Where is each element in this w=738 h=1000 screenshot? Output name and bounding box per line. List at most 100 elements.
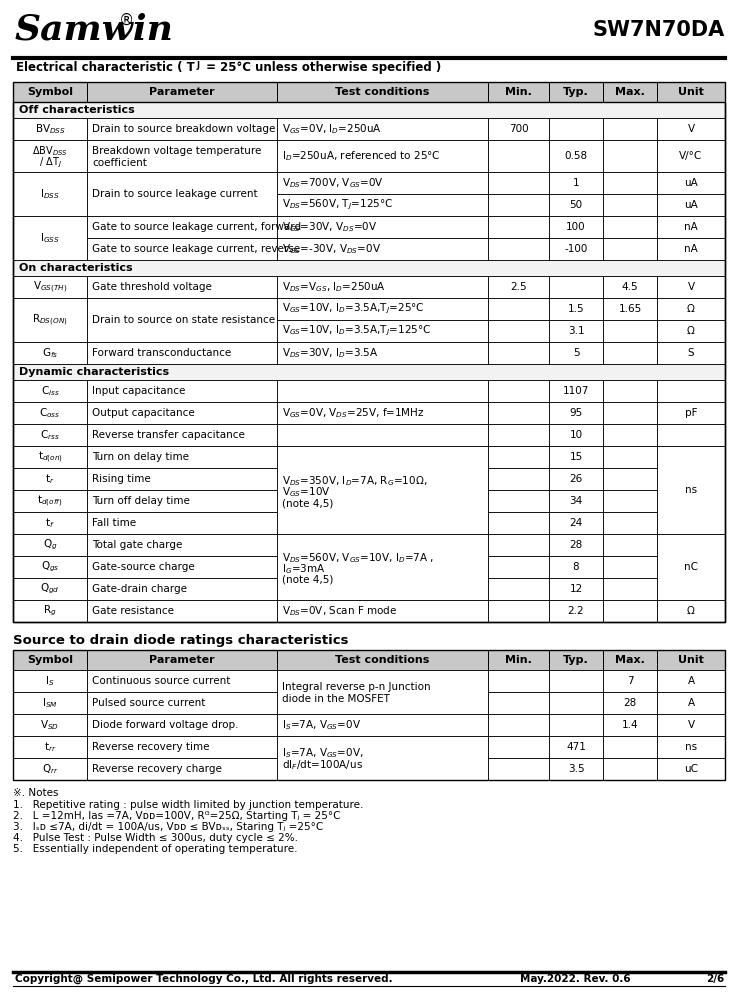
Text: Typ.: Typ.: [563, 655, 589, 665]
Text: t$_{d(off)}$: t$_{d(off)}$: [38, 493, 63, 509]
Text: 1.65: 1.65: [618, 304, 641, 314]
Bar: [13, 468, 87, 490]
Bar: [13, 758, 87, 780]
Text: 4.   Pulse Test : Pulse Width ≤ 300us, duty cycle ≤ 2%.: 4. Pulse Test : Pulse Width ≤ 300us, dut…: [13, 833, 298, 843]
Text: ns: ns: [685, 485, 697, 495]
Text: 12: 12: [570, 584, 582, 594]
Bar: [549, 670, 603, 692]
Text: Min.: Min.: [505, 87, 532, 97]
Bar: [488, 534, 549, 556]
Text: 3.5: 3.5: [568, 764, 584, 774]
Bar: [657, 380, 725, 402]
Bar: [488, 402, 549, 424]
Bar: [488, 692, 549, 714]
Bar: [603, 490, 657, 512]
Bar: [488, 194, 549, 216]
Bar: [277, 650, 488, 670]
Bar: [603, 650, 657, 670]
Bar: [657, 714, 725, 736]
Text: coefficient: coefficient: [92, 158, 147, 168]
Bar: [603, 172, 657, 194]
Text: Drain to source breakdown voltage: Drain to source breakdown voltage: [92, 124, 275, 134]
Text: 1.4: 1.4: [621, 720, 638, 730]
Text: Typ.: Typ.: [563, 87, 589, 97]
Text: V$_{DS}$=560V, V$_{GS}$=10V, I$_D$=7A ,: V$_{DS}$=560V, V$_{GS}$=10V, I$_D$=7A ,: [282, 551, 435, 565]
Bar: [13, 380, 87, 402]
Bar: [87, 140, 277, 172]
Text: Drain to source leakage current: Drain to source leakage current: [92, 189, 258, 199]
Text: SW7N70DA: SW7N70DA: [593, 20, 725, 40]
Bar: [277, 402, 488, 424]
Bar: [13, 298, 87, 342]
Bar: [277, 320, 488, 342]
Text: Total gate charge: Total gate charge: [92, 540, 182, 550]
Text: R$_g$: R$_g$: [44, 604, 57, 618]
Text: uC: uC: [684, 764, 698, 774]
Bar: [13, 364, 725, 380]
Bar: [488, 140, 549, 172]
Text: 471: 471: [566, 742, 586, 752]
Text: V$_{DS}$=700V, V$_{GS}$=0V: V$_{DS}$=700V, V$_{GS}$=0V: [282, 176, 384, 190]
Bar: [603, 600, 657, 622]
Text: t$_{rr}$: t$_{rr}$: [44, 740, 56, 754]
Text: t$_f$: t$_f$: [45, 516, 55, 530]
Text: 95: 95: [570, 408, 582, 418]
Text: 10: 10: [570, 430, 582, 440]
Text: I$_{GSS}$: I$_{GSS}$: [40, 231, 60, 245]
Bar: [488, 172, 549, 194]
Bar: [657, 298, 725, 320]
Bar: [603, 320, 657, 342]
Text: I$_S$: I$_S$: [45, 674, 55, 688]
Bar: [657, 118, 725, 140]
Bar: [13, 600, 87, 622]
Bar: [549, 140, 603, 172]
Text: Test conditions: Test conditions: [335, 655, 430, 665]
Bar: [277, 298, 488, 320]
Bar: [488, 600, 549, 622]
Text: pF: pF: [685, 408, 697, 418]
Bar: [549, 424, 603, 446]
Text: V$_{SD}$: V$_{SD}$: [41, 718, 60, 732]
Text: 700: 700: [508, 124, 528, 134]
Bar: [277, 424, 488, 446]
Text: 3.1: 3.1: [568, 326, 584, 336]
Bar: [277, 238, 488, 260]
Text: Breakdown voltage temperature: Breakdown voltage temperature: [92, 146, 261, 156]
Text: 28: 28: [570, 540, 582, 550]
Bar: [549, 512, 603, 534]
Bar: [87, 556, 277, 578]
Bar: [488, 342, 549, 364]
Text: Gate threshold voltage: Gate threshold voltage: [92, 282, 212, 292]
Bar: [603, 578, 657, 600]
Bar: [488, 670, 549, 692]
Bar: [488, 512, 549, 534]
Bar: [13, 424, 87, 446]
Bar: [657, 692, 725, 714]
Bar: [87, 736, 277, 758]
Bar: [603, 276, 657, 298]
Bar: [549, 692, 603, 714]
Bar: [87, 172, 277, 216]
Text: Test conditions: Test conditions: [335, 87, 430, 97]
Text: BV$_{DSS}$: BV$_{DSS}$: [35, 122, 66, 136]
Text: Q$_g$: Q$_g$: [43, 538, 58, 552]
Bar: [549, 556, 603, 578]
Bar: [87, 424, 277, 446]
Bar: [488, 82, 549, 102]
Bar: [277, 342, 488, 364]
Bar: [87, 82, 277, 102]
Bar: [87, 298, 277, 342]
Bar: [277, 118, 488, 140]
Text: Max.: Max.: [615, 87, 645, 97]
Bar: [549, 736, 603, 758]
Bar: [87, 402, 277, 424]
Bar: [277, 714, 488, 736]
Text: 3.   Iₛᴅ ≤7A, di/dt = 100A/us, Vᴅᴅ ≤ BVᴅₛₛ, Staring Tⱼ =25°C: 3. Iₛᴅ ≤7A, di/dt = 100A/us, Vᴅᴅ ≤ BVᴅₛₛ…: [13, 822, 323, 832]
Text: -100: -100: [565, 244, 587, 254]
Text: Off characteristics: Off characteristics: [19, 105, 135, 115]
Bar: [488, 424, 549, 446]
Text: I$_D$=250uA, referenced to 25°C: I$_D$=250uA, referenced to 25°C: [282, 149, 441, 163]
Bar: [87, 714, 277, 736]
Bar: [549, 118, 603, 140]
Text: Unit: Unit: [678, 87, 704, 97]
